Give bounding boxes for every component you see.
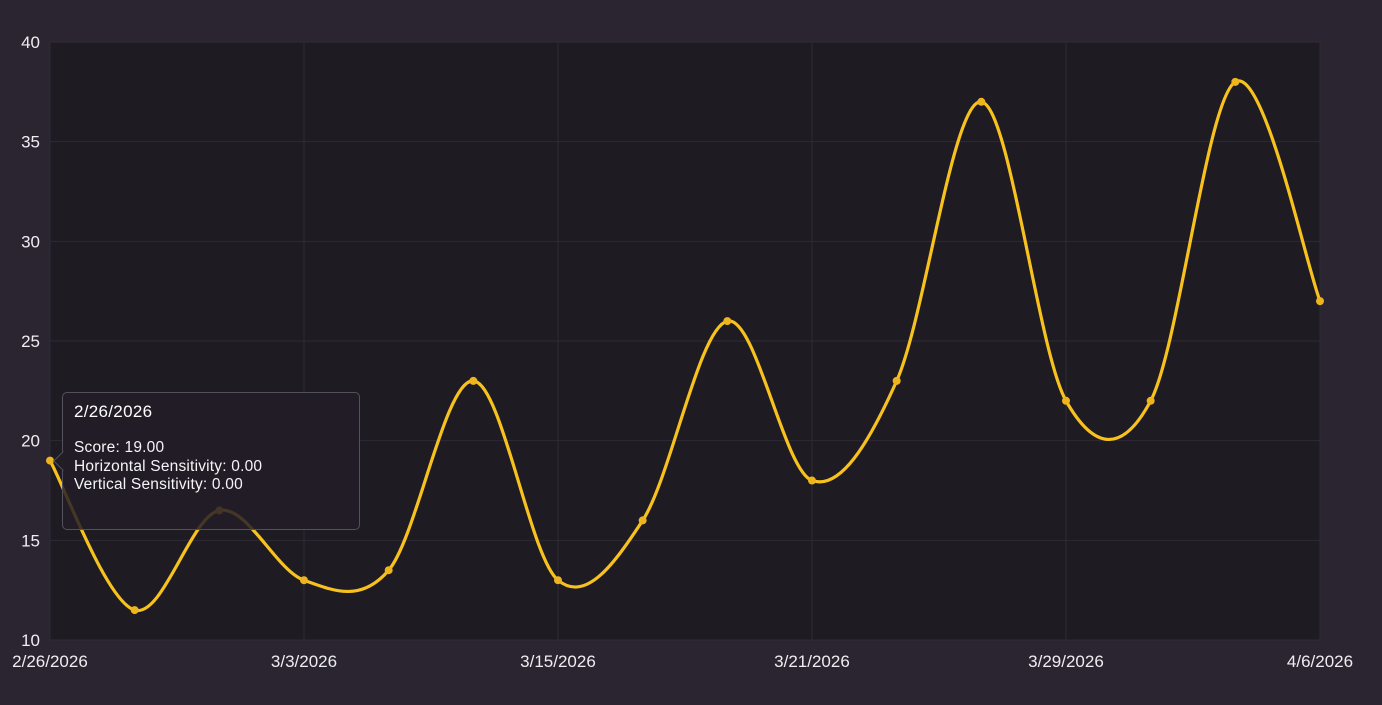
y-axis-tick-label: 40 (21, 33, 40, 52)
data-point-marker[interactable] (892, 376, 901, 385)
data-point-marker[interactable] (469, 376, 478, 385)
data-point-marker[interactable] (1062, 396, 1070, 405)
tooltip-title: 2/26/2026 (74, 402, 153, 421)
data-point-marker[interactable] (130, 606, 139, 615)
y-axis-tick-label: 30 (21, 232, 40, 251)
data-point-marker[interactable] (977, 97, 986, 106)
y-axis-tick-label: 25 (21, 332, 40, 351)
data-point-marker[interactable] (46, 456, 54, 465)
x-axis-tick-label: 3/3/2026 (271, 652, 337, 671)
data-point-marker[interactable] (384, 566, 393, 575)
data-point-marker[interactable] (808, 476, 816, 485)
y-axis-tick-label: 10 (21, 631, 40, 650)
tooltip-row-score: Score: 19.00 (74, 439, 165, 456)
x-axis-tick-label: 3/21/2026 (774, 652, 850, 671)
data-point-marker[interactable] (300, 576, 308, 585)
data-point-marker[interactable] (638, 516, 647, 525)
x-axis-tick-label: 4/6/2026 (1287, 652, 1353, 671)
x-axis-tick-label: 2/26/2026 (12, 652, 88, 671)
data-point-marker[interactable] (554, 576, 562, 585)
data-point-marker[interactable] (723, 317, 732, 326)
tooltip-row-vertical-sensitivity: Vertical Sensitivity: 0.00 (74, 476, 243, 493)
tooltip: 2/26/2026 Score: 19.00 Horizontal Sensit… (53, 392, 360, 530)
tooltip-row-horizontal-sensitivity: Horizontal Sensitivity: 0.00 (74, 457, 263, 475)
y-axis-tick-label: 15 (21, 531, 40, 550)
data-point-marker[interactable] (1146, 396, 1155, 405)
x-axis-tick-label: 3/29/2026 (1028, 652, 1104, 671)
x-axis-tick-label: 3/15/2026 (520, 652, 596, 671)
data-point-marker[interactable] (1316, 297, 1324, 306)
y-axis-tick-label: 20 (21, 432, 40, 451)
data-point-marker[interactable] (1231, 77, 1240, 86)
y-axis-tick-label: 35 (21, 133, 40, 152)
